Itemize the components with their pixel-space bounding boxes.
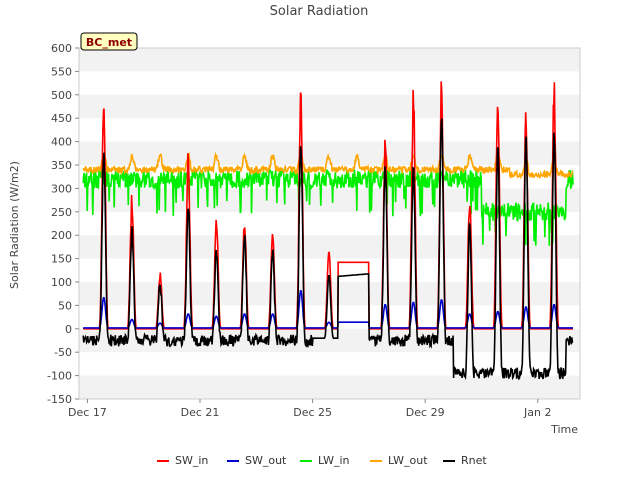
- legend-item: Rnet: [443, 454, 487, 467]
- x-axis-label: Time: [550, 423, 578, 436]
- y-tick-label: 350: [51, 159, 72, 172]
- grid-band: [79, 94, 580, 119]
- grid-band: [79, 375, 580, 399]
- y-tick-label: -100: [47, 370, 72, 383]
- y-tick-label: 400: [51, 136, 72, 149]
- x-tick-label: Dec 17: [68, 406, 107, 419]
- legend-label: Rnet: [461, 454, 487, 467]
- grid-band: [79, 328, 580, 353]
- x-axis: Dec 17 Dec 21 Dec 25 Dec 29 Jan 2: [68, 399, 552, 419]
- x-tick-label: Dec 25: [293, 406, 332, 419]
- series-line-lw-out: [82, 151, 574, 180]
- series-line-sw-in: [83, 81, 573, 330]
- y-tick-label: 50: [58, 299, 72, 312]
- y-tick-label: -150: [47, 393, 72, 406]
- y-axis: -150 -100 -50 0 50 100 150 200 250 300 350 400 450 50…: [47, 42, 79, 406]
- x-tick-label: Dec 29: [406, 406, 445, 419]
- legend-item: LW_in: [300, 454, 350, 467]
- y-tick-label: 550: [51, 65, 72, 78]
- series-line-sw-out: [83, 290, 573, 329]
- y-tick-label: 300: [51, 182, 72, 195]
- grid-band: [79, 48, 580, 72]
- legend-item: LW_out: [370, 454, 428, 467]
- y-tick-label: 600: [51, 42, 72, 55]
- legend-label: SW_in: [175, 454, 208, 467]
- y-tick-label: 100: [51, 276, 72, 289]
- legend-item: SW_out: [227, 454, 287, 467]
- legend-label: LW_in: [318, 454, 350, 467]
- site-label-box: BC_met: [80, 32, 138, 51]
- series-line-lw-in: [82, 167, 574, 246]
- grid-band: [79, 141, 580, 165]
- grid-band: [79, 235, 580, 259]
- chart-title: Solar Radiation: [270, 4, 369, 19]
- y-tick-label: 200: [51, 229, 72, 242]
- legend-label: LW_out: [388, 454, 428, 467]
- plot-frame: [78, 47, 581, 400]
- series-lines: [82, 81, 574, 381]
- y-tick-label: 250: [51, 206, 72, 219]
- legend: SW_in SW_out LW_in LW_out Rnet: [157, 454, 487, 467]
- y-tick-label: -50: [54, 346, 72, 359]
- grid-bands: [79, 48, 580, 399]
- x-tick-label: Jan 2: [523, 406, 551, 419]
- legend-item: SW_in: [157, 454, 208, 467]
- legend-label: SW_out: [245, 454, 287, 467]
- x-tick-label: Dec 21: [181, 406, 220, 419]
- site-label: BC_met: [86, 36, 132, 49]
- grid-band: [79, 282, 580, 306]
- grid-band: [79, 188, 580, 212]
- y-axis-label: Solar Radiation (W/m2): [8, 161, 21, 289]
- y-tick-label: 500: [51, 89, 72, 102]
- y-tick-label: 0: [65, 323, 72, 336]
- y-tick-label: 450: [51, 112, 72, 125]
- y-tick-label: 150: [51, 253, 72, 266]
- series-line-rnet: [82, 118, 574, 381]
